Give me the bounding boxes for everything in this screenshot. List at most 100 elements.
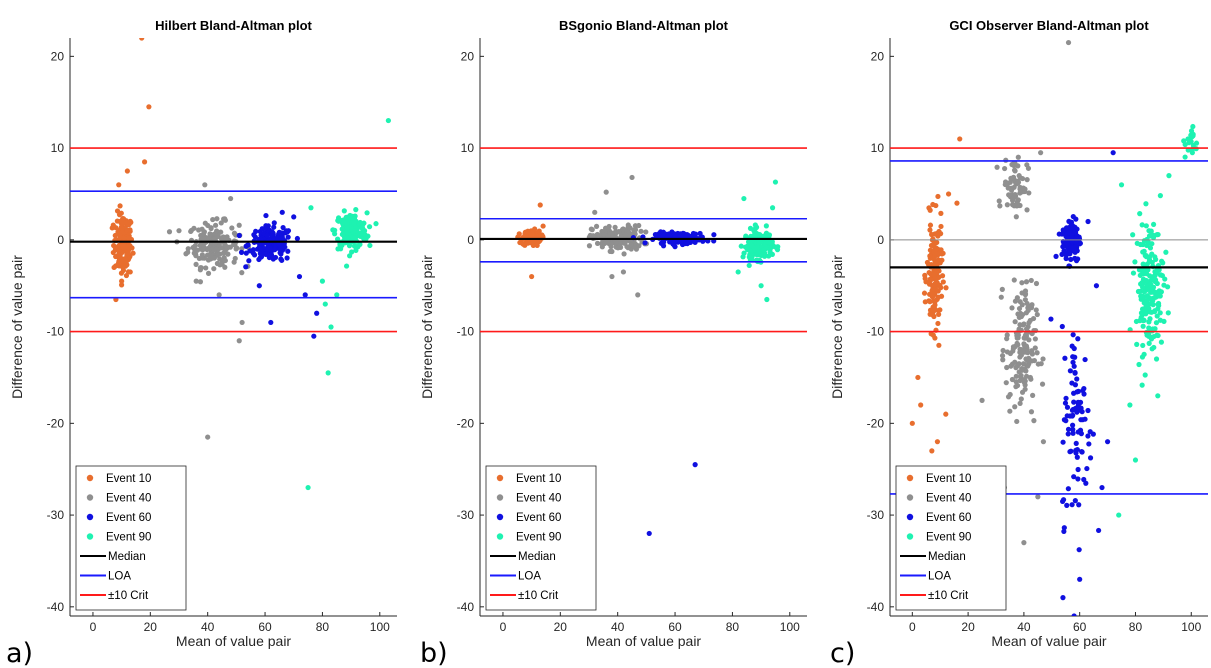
data-point bbox=[208, 225, 214, 232]
x-tick-label: 0 bbox=[500, 620, 507, 634]
data-point bbox=[1130, 232, 1136, 238]
data-point bbox=[1018, 396, 1024, 402]
data-point bbox=[334, 292, 340, 298]
data-point bbox=[1144, 293, 1150, 299]
legend-marker bbox=[496, 494, 504, 501]
data-point bbox=[278, 251, 284, 257]
data-point bbox=[1139, 382, 1145, 388]
data-point bbox=[124, 168, 130, 174]
data-point bbox=[228, 195, 234, 202]
data-point bbox=[236, 338, 242, 344]
data-point bbox=[1076, 502, 1082, 508]
data-point bbox=[243, 264, 249, 270]
data-point bbox=[1023, 326, 1030, 332]
data-point bbox=[328, 324, 334, 330]
data-point bbox=[931, 282, 937, 288]
data-point bbox=[1015, 154, 1021, 160]
data-point bbox=[1024, 300, 1030, 307]
data-point bbox=[1153, 320, 1160, 326]
data-point bbox=[932, 302, 938, 308]
data-point bbox=[251, 232, 257, 238]
data-point bbox=[765, 239, 771, 245]
data-point bbox=[1155, 332, 1161, 339]
data-point bbox=[112, 232, 118, 239]
data-point bbox=[1021, 377, 1027, 383]
y-tick-label: 20 bbox=[51, 49, 65, 63]
data-point bbox=[935, 294, 941, 300]
data-point bbox=[1149, 346, 1155, 352]
data-point bbox=[1016, 369, 1022, 375]
legend-box bbox=[895, 465, 1007, 611]
data-point bbox=[643, 229, 649, 235]
data-point bbox=[243, 243, 249, 249]
data-point bbox=[193, 261, 199, 267]
data-point bbox=[741, 250, 747, 256]
data-point bbox=[1139, 280, 1146, 286]
x-axis-label: Mean of value pair bbox=[991, 633, 1107, 649]
y-axis-label: Difference of value pair bbox=[9, 255, 25, 399]
data-point bbox=[921, 290, 928, 296]
x-tick-label: 20 bbox=[961, 620, 975, 634]
data-point bbox=[1032, 345, 1038, 351]
y-tick-label: -10 bbox=[457, 325, 475, 339]
data-point bbox=[1062, 400, 1069, 406]
series-event-10 bbox=[109, 38, 152, 303]
data-point bbox=[1193, 140, 1200, 146]
data-point bbox=[1073, 440, 1079, 447]
data-point bbox=[922, 299, 928, 305]
data-point bbox=[763, 223, 769, 229]
data-point bbox=[1067, 368, 1073, 374]
data-point bbox=[1022, 335, 1028, 341]
data-point bbox=[236, 232, 242, 239]
data-point bbox=[120, 220, 127, 226]
data-point bbox=[936, 342, 942, 348]
data-point bbox=[752, 222, 758, 228]
data-point bbox=[259, 226, 265, 232]
data-point bbox=[222, 241, 228, 248]
data-point bbox=[1137, 241, 1144, 248]
data-point bbox=[120, 242, 126, 248]
data-point bbox=[1073, 450, 1079, 456]
data-point bbox=[540, 233, 546, 240]
data-point bbox=[1014, 382, 1021, 389]
data-point bbox=[1069, 380, 1075, 386]
data-point bbox=[943, 285, 949, 291]
data-point bbox=[1148, 289, 1155, 295]
y-tick-label: -40 bbox=[457, 600, 475, 614]
series-event-40 bbox=[586, 174, 650, 298]
data-point bbox=[285, 234, 291, 240]
data-point bbox=[282, 244, 288, 250]
data-point bbox=[217, 262, 223, 268]
data-point bbox=[1017, 349, 1023, 355]
data-point bbox=[1079, 449, 1085, 455]
data-point bbox=[1060, 595, 1066, 601]
data-point bbox=[631, 227, 637, 233]
data-point bbox=[747, 225, 754, 231]
data-point bbox=[926, 280, 933, 286]
data-point bbox=[123, 272, 130, 279]
data-point bbox=[1077, 427, 1084, 433]
data-point bbox=[1061, 525, 1067, 531]
data-point bbox=[1014, 363, 1021, 369]
data-point bbox=[296, 273, 303, 280]
plot-area bbox=[480, 147, 807, 537]
data-point bbox=[192, 250, 198, 257]
data-point bbox=[617, 239, 623, 245]
data-point bbox=[1160, 260, 1166, 266]
x-tick-label: 80 bbox=[1129, 620, 1143, 634]
data-point bbox=[1096, 527, 1102, 534]
series-event-90 bbox=[305, 117, 391, 491]
data-point bbox=[638, 228, 644, 234]
data-point bbox=[1065, 486, 1071, 492]
data-point bbox=[938, 223, 944, 230]
data-point bbox=[1021, 540, 1027, 546]
data-point bbox=[1071, 363, 1077, 369]
data-point bbox=[1074, 376, 1080, 382]
data-point bbox=[1144, 242, 1150, 249]
legend-marker bbox=[906, 513, 914, 521]
data-point bbox=[345, 217, 351, 223]
data-point bbox=[596, 232, 602, 239]
data-point bbox=[1068, 256, 1074, 263]
y-tick-label: -40 bbox=[47, 600, 65, 614]
